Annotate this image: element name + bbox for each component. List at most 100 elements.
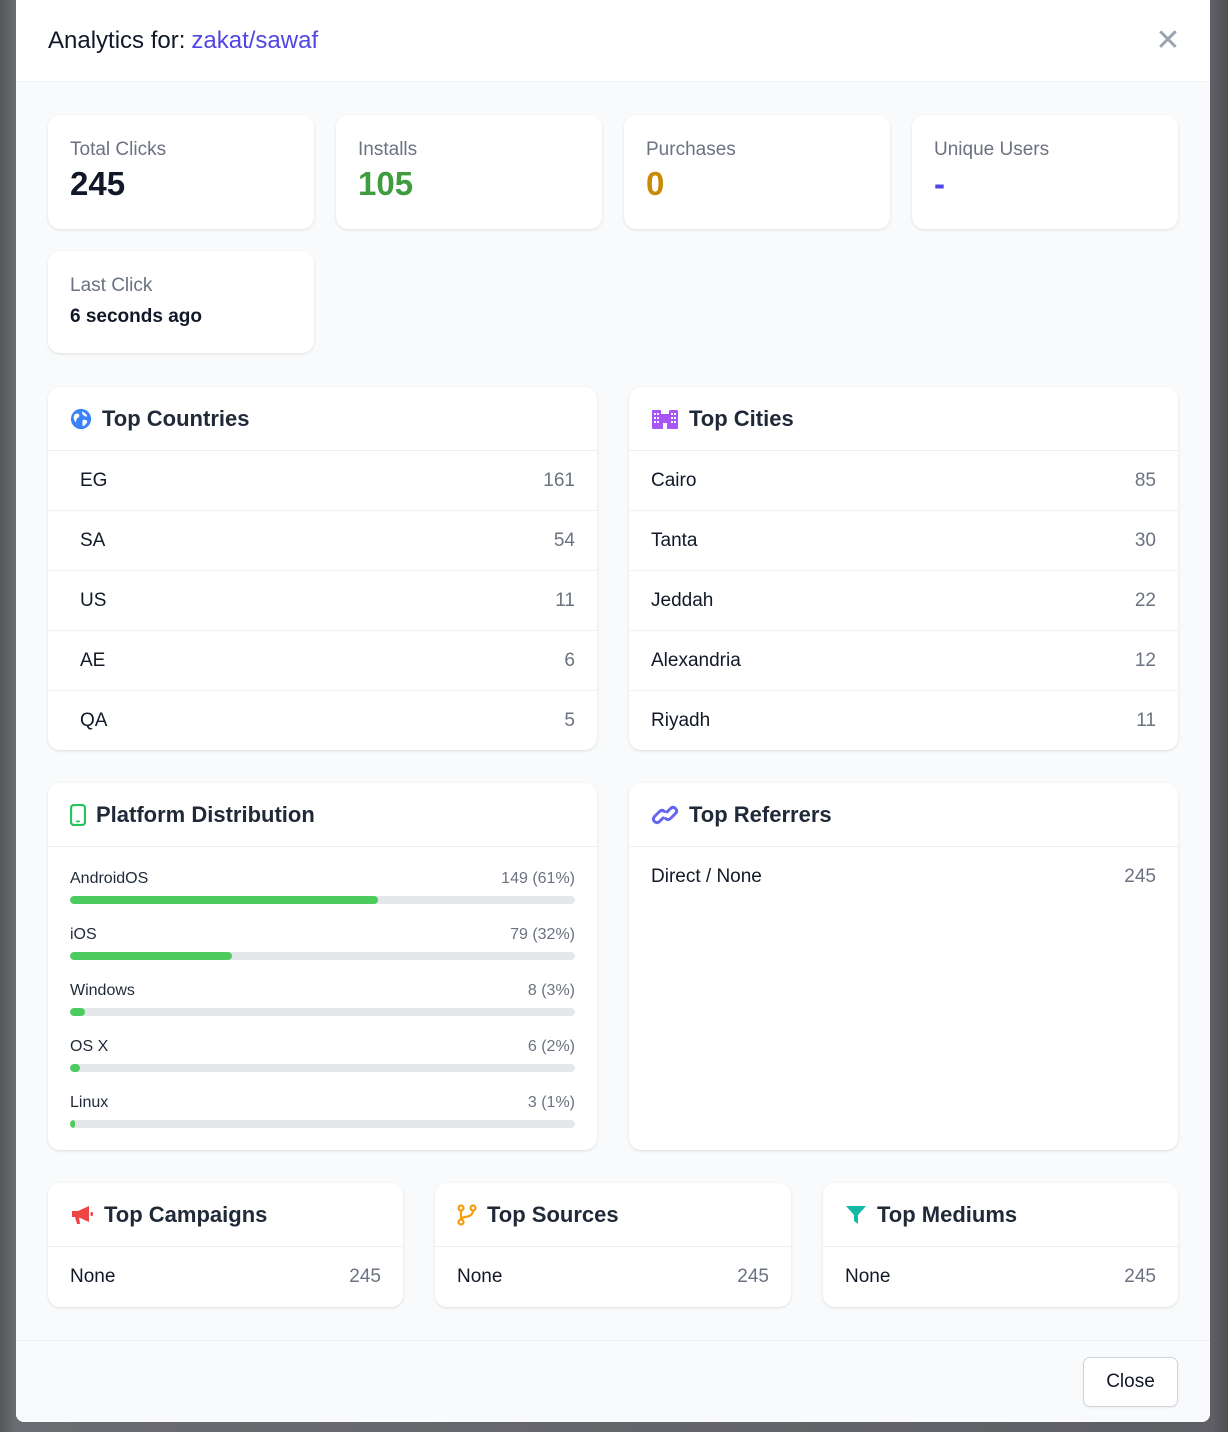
progress-track [70, 896, 575, 904]
list-item: EG 161 [48, 451, 597, 511]
panel-title: Top Mediums [877, 1201, 1018, 1227]
platform-value: 79 (32%) [510, 926, 575, 943]
top-campaigns-panel: Top Campaigns None 245 [48, 1183, 403, 1307]
panel-title: Top Cities [689, 405, 794, 431]
stat-label: Unique Users [934, 139, 1050, 160]
list-item: SA 54 [48, 511, 597, 571]
panel-header: Top Campaigns [48, 1183, 403, 1247]
list-item: Cairo 85 [629, 451, 1178, 511]
progress-fill [70, 1064, 81, 1072]
city-count: 11 [1136, 710, 1156, 731]
stat-value-unique-users: - [934, 165, 945, 202]
platform-item: OS X 6 (2%) [70, 1037, 575, 1093]
list-item: QA 5 [48, 691, 597, 751]
country-name: AE [80, 649, 106, 671]
progress-fill [70, 896, 379, 904]
stat-value-total-clicks: 245 [70, 165, 126, 202]
platform-distribution-panel: Platform Distribution AndroidOS 149 (61%)… [48, 783, 597, 1150]
panel-header: Top Sources [435, 1183, 791, 1247]
country-name: US [80, 589, 107, 611]
source-count: 245 [737, 1266, 769, 1287]
stat-card-last-click: Last Click 6 seconds ago [48, 251, 314, 353]
city-name: Cairo [651, 469, 697, 491]
platform-list: AndroidOS 149 (61%) iOS 79 (32%) Windows 8 … [48, 847, 597, 1149]
platform-value: 8 (3%) [527, 982, 575, 999]
megaphone-icon [72, 1205, 93, 1224]
top-referrers-panel: Top Referrers Direct / None 245 [629, 783, 1178, 1150]
panel-title: Top Referrers [689, 801, 832, 827]
filter-icon [846, 1205, 866, 1224]
medium-name: None [845, 1266, 891, 1287]
link-slug: zakat/sawaf [191, 26, 319, 54]
campaign-name: None [70, 1266, 116, 1287]
countries-list: EG 161 SA 54 US 11 AE 6 QA 5 [48, 451, 597, 751]
stat-label: Purchases [646, 139, 736, 160]
code-branch-icon [457, 1203, 477, 1226]
globe-icon [70, 408, 92, 429]
medium-count: 245 [1124, 1266, 1156, 1287]
stat-card-unique-users: Unique Users - [912, 115, 1178, 229]
city-name: Riyadh [651, 710, 711, 731]
country-count: 6 [564, 649, 575, 671]
close-icon[interactable]: ✕ [1155, 24, 1181, 57]
top-countries-panel: Top Countries EG 161 SA 54 US 11 AE 6 QA 5 [48, 387, 597, 750]
country-count: 54 [553, 529, 575, 551]
close-button[interactable]: Close [1083, 1357, 1178, 1407]
country-count: 161 [543, 469, 575, 491]
panel-header: Top Mediums [823, 1183, 1178, 1247]
list-item: Jeddah 22 [629, 571, 1178, 631]
panel-title: Top Campaigns [104, 1201, 268, 1227]
stat-card-installs: Installs 105 [336, 115, 602, 229]
top-cities-panel: Top Cities Cairo 85 Tanta 30 Jeddah 22 Alex… [629, 387, 1178, 750]
progress-fill [70, 1120, 76, 1128]
campaign-count: 245 [349, 1266, 381, 1287]
modal-title: Analytics for: zakat/sawaf [48, 27, 318, 55]
panel-header: Top Countries [48, 387, 597, 451]
panel-title: Top Countries [102, 405, 250, 431]
list-item: Alexandria 12 [629, 631, 1178, 691]
platform-name: AndroidOS [70, 870, 149, 887]
panel-header: Platform Distribution [48, 783, 597, 847]
platform-item: Windows 8 (3%) [70, 981, 575, 1037]
city-count: 85 [1134, 469, 1156, 491]
panel-header: Top Cities [629, 387, 1178, 451]
list-item: AE 6 [48, 631, 597, 691]
link-icon [651, 805, 679, 824]
platform-value: 149 (61%) [501, 870, 575, 887]
platform-item: AndroidOS 149 (61%) [70, 869, 575, 925]
source-name: None [457, 1266, 503, 1287]
top-mediums-panel: Top Mediums None 245 [823, 1183, 1178, 1307]
platform-value: 3 (1%) [527, 1094, 575, 1111]
stat-value-installs: 105 [358, 165, 414, 202]
stat-label: Installs [358, 139, 418, 160]
platform-item: Linux 3 (1%) [70, 1093, 575, 1149]
progress-track [70, 952, 575, 960]
progress-track [70, 1008, 575, 1016]
city-count: 12 [1134, 649, 1156, 671]
city-name: Alexandria [651, 649, 741, 671]
list-item: None 245 [823, 1247, 1178, 1307]
modal-footer: Close [16, 1340, 1210, 1422]
city-count: 30 [1134, 529, 1156, 551]
top-sources-panel: Top Sources None 245 [435, 1183, 791, 1307]
panel-header: Top Referrers [629, 783, 1178, 847]
list-item: Riyadh 11 [629, 691, 1178, 751]
panel-title: Platform Distribution [96, 801, 315, 827]
city-icon [652, 409, 678, 429]
platform-name: Windows [70, 982, 135, 999]
stat-label: Total Clicks [70, 139, 167, 160]
country-count: 5 [564, 710, 575, 731]
country-name: EG [80, 469, 108, 491]
progress-fill [70, 1008, 86, 1016]
city-name: Tanta [651, 529, 698, 551]
progress-track [70, 1120, 575, 1128]
list-item: Tanta 30 [629, 511, 1178, 571]
stat-value-last-click: 6 seconds ago [70, 306, 202, 327]
list-item: Direct / None 245 [629, 847, 1178, 907]
referrer-count: 245 [1124, 866, 1156, 887]
list-item: US 11 [48, 571, 597, 631]
referrer-name: Direct / None [651, 866, 762, 887]
stat-card-total-clicks: Total Clicks 245 [48, 115, 314, 229]
analytics-modal: Analytics for: zakat/sawaf ✕ Total Clicks… [16, 0, 1210, 1422]
platform-name: OS X [70, 1038, 109, 1055]
